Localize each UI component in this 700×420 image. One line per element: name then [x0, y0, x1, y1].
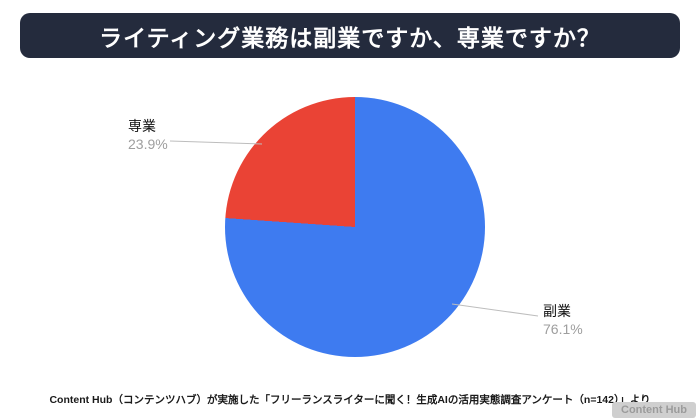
slice-label-senmon: 専業 — [128, 118, 156, 134]
watermark-badge: Content Hub — [612, 402, 696, 418]
callout-senmon: 専業 23.9% — [128, 118, 168, 153]
slice-percent-senmon: 23.9% — [128, 135, 168, 152]
leader-line-senmon — [169, 140, 263, 145]
source-note: Content Hub（コンテンツハブ）が実施した「フリーランスライターに聞く！… — [49, 394, 651, 406]
slice-percent-fukugyo: 76.1% — [543, 320, 583, 337]
leader-line-fukugyo — [451, 303, 539, 317]
slice-label-fukugyo: 副業 — [543, 303, 571, 319]
page-title: ライティング業務は副業ですか、専業ですか？ — [99, 24, 601, 51]
pie-chart[interactable] — [225, 97, 485, 357]
chart-title-banner: ライティング業務は副業ですか、専業ですか？ — [20, 13, 680, 58]
callout-fukugyo: 副業 76.1% — [543, 303, 583, 338]
